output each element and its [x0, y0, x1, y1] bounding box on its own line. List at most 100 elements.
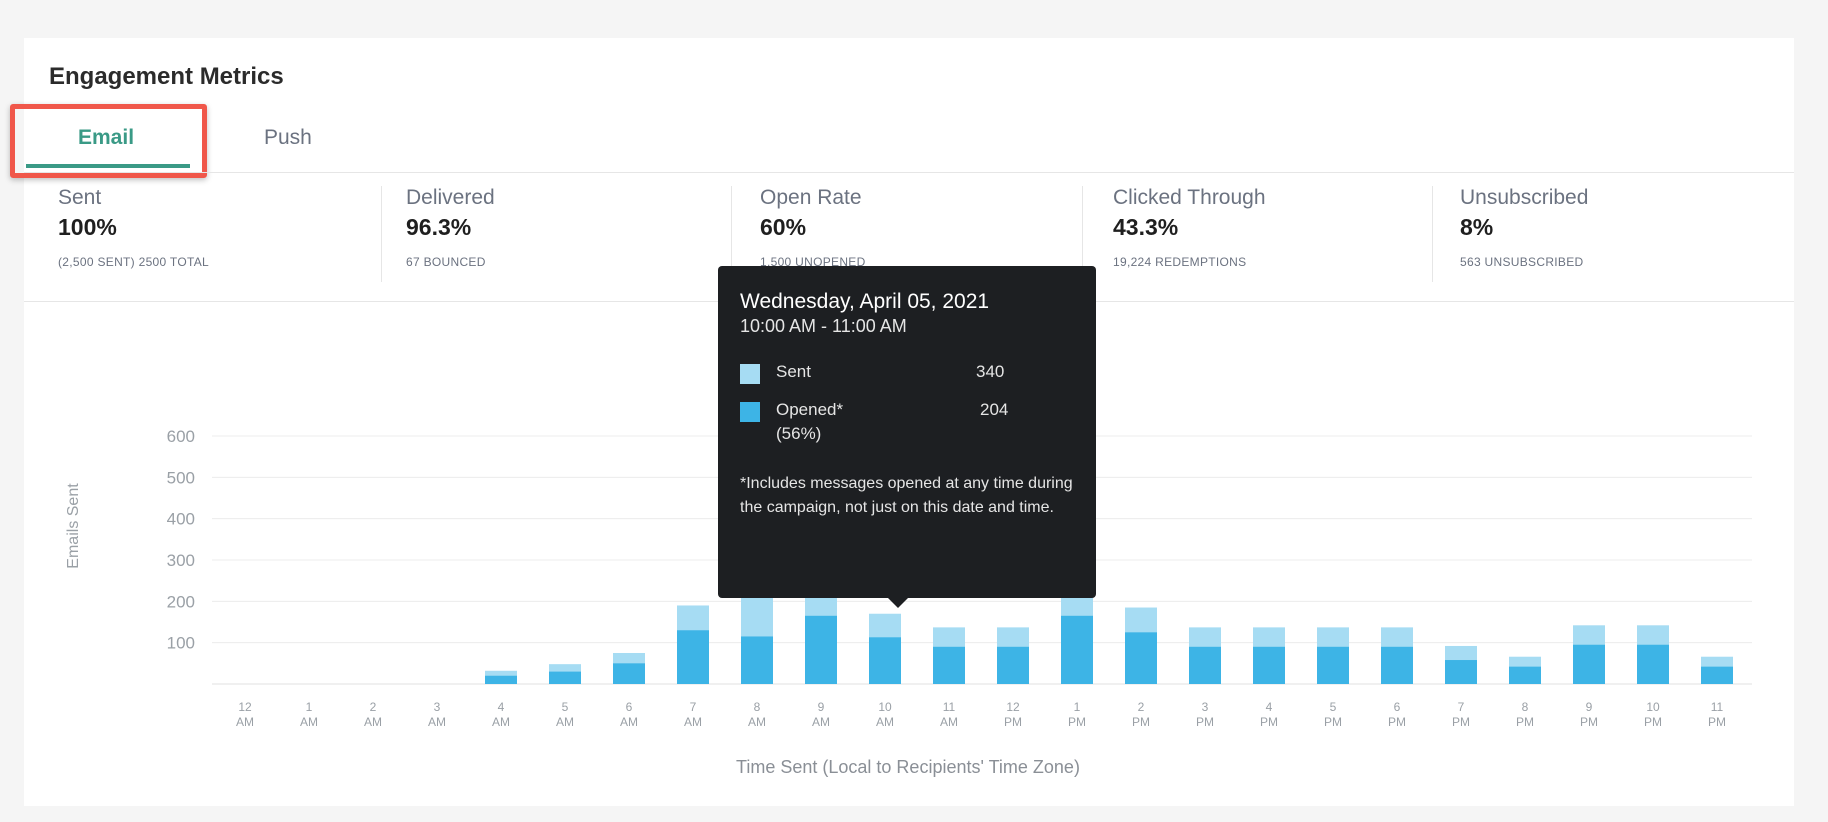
chart-tooltip: Wednesday, April 05, 2021 10:00 AM - 11:… [718, 266, 1096, 608]
metric-sub: 67 BOUNCED [406, 255, 486, 269]
x-tick-hour: 6 [626, 700, 633, 714]
x-tick-period: AM [428, 715, 446, 729]
x-tick-period: PM [1708, 715, 1726, 729]
x-tick-hour: 6 [1394, 700, 1401, 714]
tab-email[interactable]: Email [78, 126, 135, 149]
tab-push[interactable]: Push [264, 126, 312, 149]
x-tick-hour: 3 [1202, 700, 1209, 714]
x-tick-hour: 9 [1586, 700, 1593, 714]
metric-value: 100% [58, 214, 117, 240]
bar-opened[interactable] [1189, 646, 1221, 684]
x-tick-hour: 2 [370, 700, 377, 714]
x-tick-hour: 9 [818, 700, 825, 714]
x-tick-hour: 10 [878, 700, 892, 714]
metric-label: Sent [58, 186, 102, 209]
active-tab-indicator [26, 164, 190, 168]
bar-opened[interactable] [741, 636, 773, 684]
x-tick-period: PM [1196, 715, 1214, 729]
metric-sub: (2,500 SENT) 2500 TOTAL [58, 255, 209, 269]
metric-open-rate: Open Rate 60% 1,500 UNOPENED [760, 186, 866, 269]
metric-label: Delivered [406, 186, 495, 209]
x-tick-hour: 4 [498, 700, 505, 714]
bar-opened[interactable] [1637, 644, 1669, 684]
metric-label: Clicked Through [1113, 186, 1266, 209]
bar-opened[interactable] [549, 671, 581, 684]
opened-swatch-icon [740, 402, 760, 422]
y-axis-label: Emails Sent [65, 483, 82, 569]
x-tick-hour: 2 [1138, 700, 1145, 714]
x-tick-period: AM [748, 715, 766, 729]
y-tick-label: 400 [167, 510, 195, 529]
x-tick-period: PM [1580, 715, 1598, 729]
chart-bars [485, 582, 1733, 684]
bar-opened[interactable] [1573, 644, 1605, 684]
x-tick-period: PM [1324, 715, 1342, 729]
tooltip-note: *Includes messages opened at any time du… [740, 475, 1073, 516]
tooltip-date: Wednesday, April 05, 2021 [740, 290, 990, 313]
tooltip-opened-label: Opened* [776, 400, 844, 419]
bar-opened[interactable] [1509, 666, 1541, 684]
bar-opened[interactable] [933, 646, 965, 684]
metric-divider [1432, 186, 1433, 282]
x-tick-period: AM [876, 715, 894, 729]
metric-value: 96.3% [406, 214, 472, 240]
bar-opened[interactable] [677, 630, 709, 684]
bar-opened[interactable] [1445, 660, 1477, 684]
x-tick-hour: 1 [306, 700, 313, 714]
bar-opened[interactable] [997, 646, 1029, 684]
x-tick-hour: 11 [943, 700, 956, 714]
x-tick-period: PM [1260, 715, 1278, 729]
x-tick-hour: 8 [754, 700, 761, 714]
x-tick-period: PM [1516, 715, 1534, 729]
x-tick-period: AM [556, 715, 574, 729]
x-tick-hour: 7 [690, 700, 697, 714]
x-tick-hour: 1 [1074, 700, 1081, 714]
bar-opened[interactable] [1061, 615, 1093, 684]
sent-swatch-icon [740, 364, 760, 384]
chart-grid [212, 435, 1752, 685]
x-tick-hour: 5 [562, 700, 569, 714]
x-tick-hour: 3 [434, 700, 441, 714]
bar-opened[interactable] [1317, 646, 1349, 684]
x-tick-hour: 4 [1266, 700, 1273, 714]
panel-title: Engagement Metrics [49, 63, 284, 90]
metric-divider [731, 186, 732, 282]
metric-sub: 563 UNSUBSCRIBED [1460, 255, 1584, 269]
metric-sub: 1,500 UNOPENED [760, 255, 866, 269]
y-tick-label: 600 [167, 427, 195, 446]
y-tick-label: 500 [167, 468, 195, 487]
bar-opened[interactable] [1253, 646, 1285, 684]
metric-sent: Sent 100% (2,500 SENT) 2500 TOTAL [58, 186, 209, 269]
x-tick-hour: 12 [1006, 700, 1020, 714]
metric-sub: 19,224 REDEMPTIONS [1113, 255, 1247, 269]
metric-label: Open Rate [760, 186, 862, 209]
tooltip-opened-value: 204 [980, 400, 1009, 419]
bar-opened[interactable] [805, 615, 837, 684]
bar-opened[interactable] [1701, 666, 1733, 684]
metric-label: Unsubscribed [1460, 186, 1589, 209]
x-tick-period: PM [1004, 715, 1022, 729]
y-axis-ticks: 100 200 300 400 500 600 [167, 427, 195, 653]
tooltip-time: 10:00 AM - 11:00 AM [740, 316, 907, 336]
y-tick-label: 100 [167, 634, 195, 653]
x-axis-ticks: 12AM1AM2AM3AM4AM5AM6AM7AM8AM9AM10AM11AM1… [236, 700, 1726, 729]
bar-opened[interactable] [1125, 632, 1157, 684]
x-tick-period: AM [812, 715, 830, 729]
x-tick-period: AM [492, 715, 510, 729]
bar-opened[interactable] [613, 663, 645, 684]
bar-opened[interactable] [869, 637, 901, 684]
x-axis-label: Time Sent (Local to Recipients' Time Zon… [736, 757, 1080, 777]
metric-unsubscribed: Unsubscribed 8% 563 UNSUBSCRIBED [1460, 186, 1588, 269]
bar-opened[interactable] [485, 675, 517, 684]
x-tick-hour: 10 [1646, 700, 1660, 714]
x-tick-period: PM [1068, 715, 1086, 729]
y-tick-label: 200 [167, 592, 195, 611]
x-tick-period: PM [1452, 715, 1470, 729]
tooltip-sent-label: Sent [776, 362, 811, 381]
tooltip-opened-pct: (56%) [776, 424, 822, 443]
x-tick-hour: 7 [1458, 700, 1465, 714]
x-tick-period: AM [620, 715, 638, 729]
tooltip-sent-value: 340 [976, 362, 1005, 381]
x-tick-period: PM [1644, 715, 1662, 729]
bar-opened[interactable] [1381, 646, 1413, 684]
